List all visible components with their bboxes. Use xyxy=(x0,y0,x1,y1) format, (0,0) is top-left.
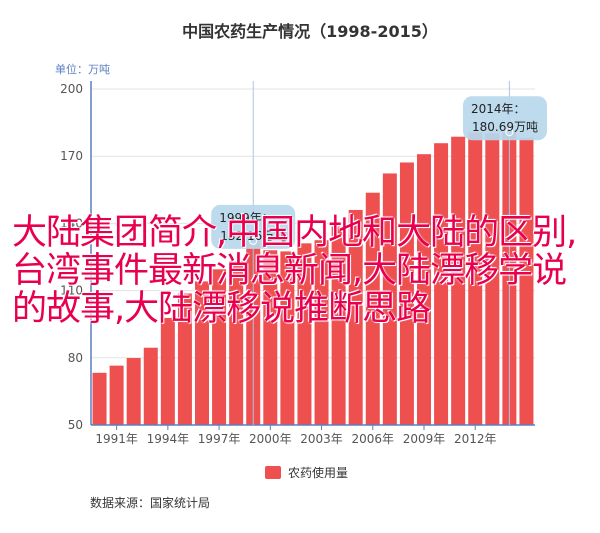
tooltip-marker xyxy=(249,236,258,245)
legend[interactable]: 农药使用量 xyxy=(265,465,348,480)
x-tick-label-6: 2009年 xyxy=(403,432,446,446)
tooltip-line2: 132.16万吨 xyxy=(220,229,286,243)
bar-2001 xyxy=(280,251,295,425)
tooltip-line1: 1999年： xyxy=(219,211,274,225)
x-tick-label-0: 1991年 xyxy=(95,432,138,446)
y-tick-label-0: 50 xyxy=(68,418,83,432)
x-tick-label-3: 2000年 xyxy=(249,432,292,446)
tooltips: 1999年： 132.16万吨 2014年： 180.69万吨 xyxy=(211,81,547,425)
bar-2012 xyxy=(468,132,483,425)
y-tick-label-2: 110 xyxy=(60,284,83,298)
bar-2008 xyxy=(399,162,414,426)
bar-2009 xyxy=(417,154,431,425)
tooltip-line1: 2014年： xyxy=(471,102,526,116)
bar-2013 xyxy=(485,133,500,426)
tooltip-2014[interactable]: 2014年： 180.69万吨 xyxy=(463,81,547,425)
y-tick-label-5: 200 xyxy=(60,82,83,96)
bar-1996 xyxy=(195,281,209,425)
bar-1993 xyxy=(143,347,158,425)
bar-2005 xyxy=(348,209,363,425)
bar-2010 xyxy=(434,143,449,425)
bar-1995 xyxy=(177,293,192,425)
y-tick-label-1: 80 xyxy=(68,351,83,365)
bar-1997 xyxy=(212,269,227,425)
bar-2006 xyxy=(365,192,380,425)
bar-2004 xyxy=(331,226,346,425)
bar-2002 xyxy=(297,243,312,425)
source-note: 数据来源：国家统计局 xyxy=(90,495,210,510)
y-tick-label-3: 140 xyxy=(60,216,83,230)
bar-1998 xyxy=(229,261,244,425)
bar-1992 xyxy=(126,358,141,425)
bar-2011 xyxy=(451,136,466,425)
bar-2015 xyxy=(519,137,534,425)
tooltip-marker xyxy=(505,128,514,137)
tooltip-line2: 180.69万吨 xyxy=(472,120,538,134)
overlay-text: 大陆集团简介,中国内地和大陆的区别,台湾事件最新消息新闻,大陆漂移学说的故事,大… xyxy=(12,213,577,329)
bar-2007 xyxy=(382,173,397,425)
legend-swatch xyxy=(265,466,281,479)
tooltip-box xyxy=(463,96,547,141)
tooltip-1999[interactable]: 1999年： 132.16万吨 xyxy=(211,81,296,425)
bar-1991 xyxy=(109,365,124,425)
x-tick-label-5: 2006年 xyxy=(351,432,394,446)
axes xyxy=(90,81,535,430)
x-tick-labels: 1991年 1994年 1997年 2000年 2003年 2006年 2009年 2012年 xyxy=(95,432,496,446)
bar-1990 xyxy=(92,372,107,425)
x-tick-label-4: 2003年 xyxy=(300,432,343,446)
x-tick-label-1: 1994年 xyxy=(147,432,190,446)
bar-1994 xyxy=(160,317,175,425)
tooltip-box xyxy=(211,204,296,249)
bar-2000 xyxy=(263,250,278,425)
y-tick-labels: 50 80 110 140 170 200 xyxy=(60,82,83,432)
x-tick-label-7: 2012年 xyxy=(454,432,497,446)
legend-label: 农药使用量 xyxy=(288,465,348,480)
x-tick-label-2: 1997年 xyxy=(198,432,241,446)
bar-2003 xyxy=(314,240,329,425)
chart-title: 中国农药生产情况（1998-2015） xyxy=(182,22,438,41)
unit-label: 单位：万吨 xyxy=(55,62,110,76)
y-tick-label-4: 170 xyxy=(60,149,83,163)
